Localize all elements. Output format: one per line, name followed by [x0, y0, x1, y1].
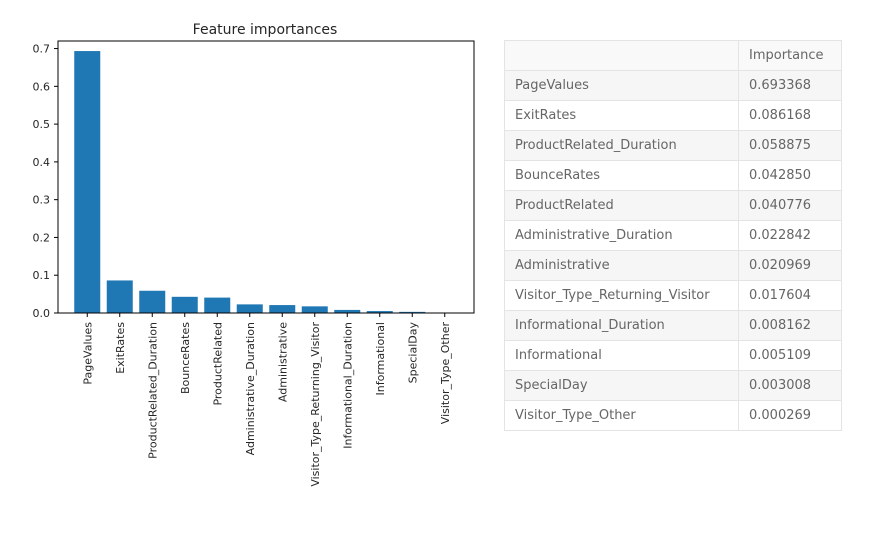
- chart-title: Feature importances: [193, 22, 338, 38]
- table-row: ExitRates 0.086168: [504, 100, 842, 131]
- y-tick-label: 0.6: [33, 80, 51, 93]
- importance-value-cell: 0.005109: [738, 340, 842, 371]
- feature-importance-chart: Feature importances 0.0 0.1 0.2 0.3 0.4 0.5 0.…: [33, 22, 475, 487]
- importance-value-cell: 0.042850: [738, 160, 842, 191]
- feature-name-cell: ProductRelated_Duration: [504, 130, 739, 161]
- importance-value-cell: 0.693368: [738, 70, 842, 101]
- feature-name-cell: Visitor_Type_Returning_Visitor: [504, 280, 739, 311]
- importance-value-cell: 0.000269: [738, 400, 842, 431]
- importance-value-cell: 0.008162: [738, 310, 842, 341]
- importance-value-cell: 0.086168: [738, 100, 842, 131]
- feature-name-cell: Administrative_Duration: [504, 220, 739, 251]
- feature-name-cell: Administrative: [504, 250, 739, 281]
- feature-name-cell: SpecialDay: [504, 370, 739, 401]
- feature-name-cell: BounceRates: [504, 160, 739, 191]
- table-body: PageValues 0.693368 ExitRates 0.086168 Produ…: [504, 70, 842, 431]
- feature-name-cell: Visitor_Type_Other: [504, 400, 739, 431]
- table-row: ProductRelated 0.040776: [504, 190, 842, 221]
- table-row: SpecialDay 0.003008: [504, 370, 842, 401]
- x-tick-label: ProductRelated: [211, 322, 224, 406]
- table-header-importance: Importance: [738, 40, 842, 71]
- x-tick-label: Visitor_Type_Returning_Visitor: [309, 322, 322, 487]
- importance-value-cell: 0.058875: [738, 130, 842, 161]
- bar-administrative-duration: [236, 304, 263, 313]
- feature-name-cell: Informational: [504, 340, 739, 371]
- y-tick-label: 0.0: [33, 307, 51, 320]
- bar-pagevalues: [74, 51, 101, 314]
- table-row: Informational 0.005109: [504, 340, 842, 371]
- x-tick-label: ExitRates: [114, 322, 127, 374]
- x-tick-label: Administrative_Duration: [244, 322, 257, 455]
- chart-svg: Feature importances 0.00.10.20.30.40.50.…: [33, 22, 475, 487]
- table-row: Administrative 0.020969: [504, 250, 842, 281]
- bar-productrelated-duration: [139, 290, 166, 313]
- table-row: Visitor_Type_Other 0.000269: [504, 400, 842, 431]
- table-row: Informational_Duration 0.008162: [504, 310, 842, 341]
- x-tick-label: ProductRelated_Duration: [146, 322, 159, 459]
- x-tick-label: SpecialDay: [406, 322, 419, 384]
- bar-informational: [366, 311, 393, 313]
- y-tick-label: 0.5: [33, 118, 51, 131]
- table-row: PageValues 0.693368: [504, 70, 842, 101]
- table-header-index: [504, 40, 739, 71]
- table-header-row: Importance: [504, 40, 842, 71]
- importance-value-cell: 0.020969: [738, 250, 842, 281]
- feature-name-cell: Informational_Duration: [504, 310, 739, 341]
- x-tick-label: PageValues: [81, 322, 94, 385]
- table-row: ProductRelated_Duration 0.058875: [504, 130, 842, 161]
- table-row: Visitor_Type_Returning_Visitor 0.017604: [504, 280, 842, 311]
- bar-visitor-type-returning-visitor: [301, 306, 328, 313]
- feature-name-cell: PageValues: [504, 70, 739, 101]
- bars-layer: [74, 51, 458, 314]
- x-tick-label: BounceRates: [179, 322, 192, 394]
- bar-administrative: [269, 305, 296, 313]
- x-tick-label: Visitor_Type_Other: [439, 322, 452, 425]
- x-tick-label: Informational: [374, 322, 387, 395]
- importance-value-cell: 0.040776: [738, 190, 842, 221]
- feature-name-cell: ExitRates: [504, 100, 739, 131]
- table-row: Administrative_Duration 0.022842: [504, 220, 842, 251]
- importance-value-cell: 0.022842: [738, 220, 842, 251]
- x-axis: PageValues ExitRates ProductRelated_Durati…: [81, 313, 452, 487]
- bar-exitrates: [106, 280, 133, 313]
- y-axis: 0.0 0.1 0.2 0.3 0.4 0.5 0.6 0.7: [33, 43, 58, 320]
- feature-name-cell: ProductRelated: [504, 190, 739, 221]
- y-tick-label: 0.4: [33, 156, 51, 169]
- bar-bouncerates: [171, 296, 198, 313]
- bar-specialday: [399, 311, 426, 313]
- y-tick-label: 0.7: [33, 43, 51, 56]
- y-tick-label: 0.3: [33, 194, 51, 207]
- bar-informational-duration: [334, 309, 361, 313]
- plot-frame: [57, 40, 475, 314]
- importance-value-cell: 0.003008: [738, 370, 842, 401]
- importance-table: Importance PageValues 0.693368 ExitRates 0.…: [504, 40, 842, 431]
- y-tick-label: 0.2: [33, 231, 51, 244]
- bar-productrelated: [204, 297, 231, 313]
- x-tick-label: Informational_Duration: [341, 322, 354, 449]
- table-row: BounceRates 0.042850: [504, 160, 842, 191]
- importance-value-cell: 0.017604: [738, 280, 842, 311]
- x-tick-label: Administrative: [276, 322, 289, 402]
- y-tick-label: 0.1: [33, 269, 51, 282]
